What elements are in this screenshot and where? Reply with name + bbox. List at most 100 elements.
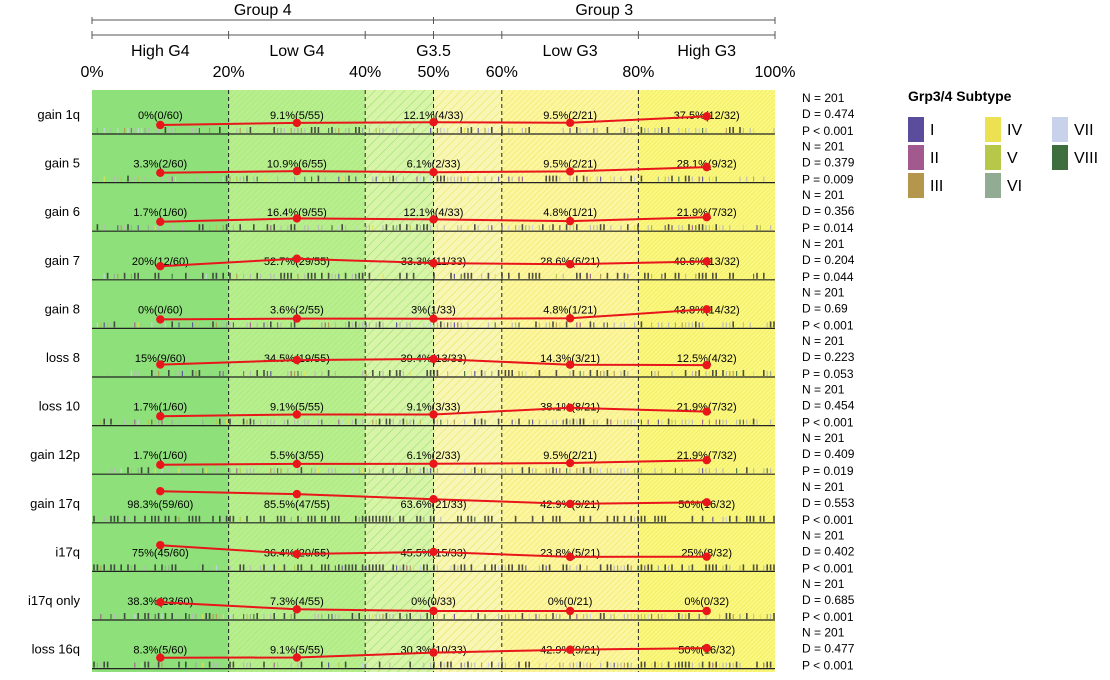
stat-p: P = 0.019 (802, 464, 854, 478)
percent-label: 9.1%(5/55) (270, 645, 324, 657)
data-point (292, 410, 302, 419)
data-point (702, 498, 711, 507)
stat-p: P < 0.001 (802, 416, 854, 430)
group-label: Group 3 (575, 2, 633, 19)
legend-label: I (930, 122, 934, 139)
percent-label: 1.7%(1/60) (133, 207, 187, 219)
stat-d: D = 0.685 (802, 593, 855, 607)
percent-label: 9.1%(5/55) (270, 402, 324, 414)
stat-n: N = 201 (802, 431, 845, 445)
legend-label: V (1007, 150, 1018, 167)
stat-d: D = 0.409 (802, 447, 855, 461)
stat-n: N = 201 (802, 577, 845, 591)
stat-d: D = 0.402 (802, 544, 855, 558)
percent-label: 98.3%(59/60) (127, 499, 193, 511)
percent-label: 12.1%(4/33) (404, 207, 464, 219)
legend-swatch (908, 117, 924, 142)
data-point (156, 120, 165, 130)
row-label: gain 6 (45, 204, 80, 219)
percent-label: 9.5%(2/21) (543, 110, 597, 122)
row-label: loss 16q (32, 642, 80, 657)
row-group: 75%(45/60)36.4%(20/55)45.5%(15/33)23.8%(… (55, 528, 854, 575)
stat-n: N = 201 (802, 480, 845, 494)
stat-p: P < 0.001 (802, 561, 854, 575)
data-point (156, 315, 165, 324)
stat-d: D = 0.553 (802, 496, 855, 510)
stat-p: P = 0.009 (802, 173, 854, 187)
stat-p: P < 0.001 (802, 659, 854, 673)
stat-d: D = 0.204 (802, 253, 855, 267)
category-label: High G3 (677, 43, 736, 60)
data-point (565, 118, 575, 128)
percent-label: 15%(9/60) (135, 353, 186, 365)
data-point (702, 305, 711, 314)
data-point (565, 216, 575, 226)
data-point (702, 360, 711, 370)
data-point (565, 403, 575, 413)
stat-n: N = 201 (802, 334, 845, 348)
legend-swatch (985, 117, 1001, 142)
row-group: 1.7%(1/60) 16.4%(9/55) 12.1%(4/33) 4.8%(1/2… (45, 188, 855, 235)
percent-label: 4.8%(1/21) (543, 304, 597, 316)
legend-swatch (908, 145, 924, 170)
legend-swatch (908, 173, 924, 198)
legend-label: II (930, 150, 939, 167)
x-tick-label: 80% (622, 64, 654, 81)
data-point (156, 412, 165, 421)
data-point (702, 212, 711, 222)
data-point (156, 540, 165, 550)
stat-p: P = 0.053 (802, 367, 854, 381)
x-tick-label: 100% (755, 64, 796, 81)
row-label: gain 1q (37, 107, 80, 122)
percent-label: 8.3%(5/60) (133, 645, 187, 657)
percent-label: 9.1%(5/55) (270, 110, 324, 122)
percent-label: 0%(0/21) (548, 596, 593, 608)
data-point (292, 459, 302, 469)
stat-n: N = 201 (802, 91, 845, 105)
percent-label: 9.1%(3/33) (407, 402, 461, 414)
row-label: gain 5 (45, 156, 80, 171)
background-hatch (501, 90, 639, 672)
data-point (565, 606, 575, 616)
x-tick-label: 50% (417, 64, 449, 81)
stat-d: D = 0.379 (802, 156, 855, 170)
background-band (92, 90, 229, 672)
data-point (429, 118, 438, 127)
row-group: 15%(9/60)34.5%(19/55)39.4%(13/33)14.3%(3… (46, 334, 855, 381)
legend-label: IV (1007, 122, 1022, 139)
percent-label: 1.7%(1/60) (133, 402, 187, 414)
stat-n: N = 201 (802, 528, 845, 542)
stat-n: N = 201 (802, 188, 845, 202)
data-point (292, 166, 302, 176)
row-group: 1.7%(1/60) 5.5%(3/55) 6.1%(2/33) 9.5%(2/21)… (30, 431, 855, 478)
percent-label: 6.1%(2/33) (407, 159, 461, 171)
stat-n: N = 201 (802, 237, 845, 251)
background-hatch (365, 90, 434, 672)
stat-n: N = 201 (802, 626, 845, 640)
data-point (429, 494, 438, 504)
row-label: gain 17q (30, 496, 80, 511)
data-point (429, 167, 438, 177)
data-point (565, 314, 575, 323)
data-point (702, 606, 711, 616)
legend-label: III (930, 178, 943, 195)
data-point (702, 643, 711, 653)
percent-label: 12.1%(4/33) (404, 110, 464, 122)
data-point (702, 552, 711, 561)
data-point (292, 254, 302, 263)
row-label: loss 10 (39, 399, 80, 414)
row-group: 8.3%(5/60)9.1%(5/55)30.3%(10/33)42.9%(9/… (32, 626, 855, 673)
stat-d: D = 0.477 (802, 642, 855, 656)
data-point (156, 597, 165, 607)
data-point (292, 118, 302, 128)
percent-label: 3.3%(2/60) (133, 159, 187, 171)
background-hatch (638, 90, 775, 672)
row-group: 98.3%(59/60)85.5%(47/55)63.6%(21/33)42.9… (30, 480, 855, 527)
data-point (292, 214, 302, 223)
row-group: 20%(12/60)52.7%(29/55)33.3%(11/33)28.6%(… (45, 237, 855, 284)
category-label: G3.5 (416, 43, 451, 60)
legend-label: VII (1074, 122, 1094, 139)
